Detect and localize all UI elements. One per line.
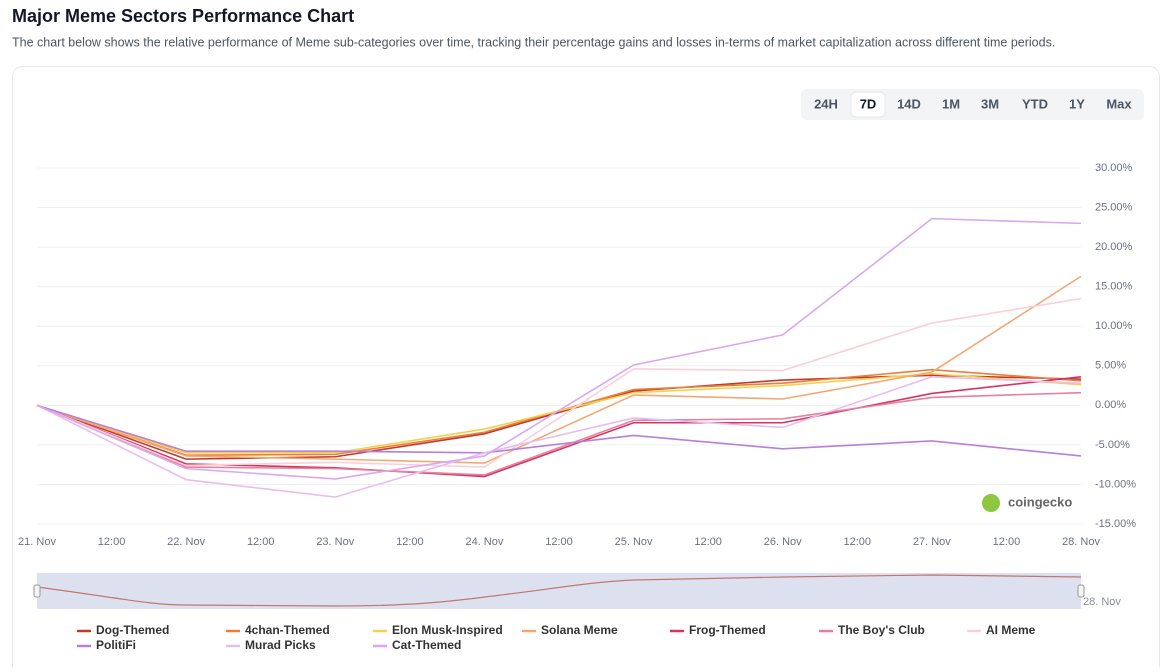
card bbox=[12, 66, 1160, 672]
range-button[interactable]: Max bbox=[1106, 96, 1132, 111]
y-tick-label: 25.00% bbox=[1095, 201, 1133, 213]
navigator-handle[interactable] bbox=[1077, 584, 1085, 598]
x-tick-label: 27. Nov bbox=[913, 536, 951, 548]
x-tick-label: 12:00 bbox=[993, 536, 1021, 548]
series-line bbox=[36, 404, 1082, 457]
legend-label[interactable]: 4chan-Themed bbox=[245, 623, 330, 637]
x-tick-label: 28. Nov bbox=[1062, 536, 1100, 548]
range-button[interactable]: 3M bbox=[981, 96, 999, 111]
x-tick-label: 26. Nov bbox=[764, 536, 802, 548]
x-tick-label: 25. Nov bbox=[615, 536, 653, 548]
x-tick-label: 23. Nov bbox=[316, 536, 354, 548]
navigator-line bbox=[36, 574, 1082, 607]
page-subtitle: The chart below shows the relative perfo… bbox=[12, 35, 1055, 49]
range-button[interactable]: 1M bbox=[942, 96, 960, 111]
range-button-active bbox=[850, 91, 886, 118]
x-tick-label: 22. Nov bbox=[167, 536, 205, 548]
legend-label[interactable]: Cat-Themed bbox=[392, 638, 461, 652]
series-line bbox=[36, 217, 1082, 480]
x-tick-label: 12:00 bbox=[545, 536, 573, 548]
y-tick-label: 20.00% bbox=[1095, 241, 1133, 253]
y-tick-label: 10.00% bbox=[1095, 320, 1133, 332]
series-line bbox=[36, 297, 1082, 468]
series-line bbox=[36, 391, 1082, 476]
x-tick-label: 12:00 bbox=[98, 536, 126, 548]
navigator bbox=[37, 573, 1081, 609]
x-tick-label: 21. Nov bbox=[18, 536, 56, 548]
legend-label[interactable]: PolitiFi bbox=[96, 638, 136, 652]
x-tick-label: 12:00 bbox=[247, 536, 275, 548]
range-button[interactable]: 1Y bbox=[1069, 96, 1085, 111]
series-line bbox=[36, 275, 1082, 464]
y-tick-label: 5.00% bbox=[1095, 360, 1126, 372]
x-tick-label: 24. Nov bbox=[465, 536, 503, 548]
watermark-logo bbox=[982, 494, 1000, 512]
range-button[interactable]: YTD bbox=[1022, 96, 1048, 111]
navigator-handle[interactable] bbox=[33, 584, 41, 598]
y-tick-label: -5.00% bbox=[1095, 439, 1130, 451]
page-title: Major Meme Sectors Performance Chart bbox=[12, 6, 354, 26]
legend-label[interactable]: Elon Musk-Inspired bbox=[392, 623, 503, 637]
y-tick-label: -15.00% bbox=[1095, 518, 1136, 530]
range-selector bbox=[801, 89, 1144, 120]
range-button[interactable]: 14D bbox=[897, 96, 921, 111]
legend-label[interactable]: Murad Picks bbox=[245, 638, 316, 652]
x-tick-label: 12:00 bbox=[844, 536, 872, 548]
range-button[interactable]: 24H bbox=[814, 96, 838, 111]
y-tick-label: -10.00% bbox=[1095, 478, 1136, 490]
range-button[interactable]: 7D bbox=[860, 96, 877, 111]
x-tick-label: 12:00 bbox=[694, 536, 722, 548]
y-tick-label: 0.00% bbox=[1095, 399, 1126, 411]
legend-label[interactable]: Dog-Themed bbox=[96, 623, 169, 637]
y-tick-label: 30.00% bbox=[1095, 162, 1133, 174]
y-tick-label: 15.00% bbox=[1095, 281, 1133, 293]
watermark: coingecko bbox=[1008, 494, 1072, 509]
legend-label[interactable]: Solana Meme bbox=[541, 623, 618, 637]
legend-label[interactable]: Frog-Themed bbox=[689, 623, 766, 637]
navigator-label: 28. Nov bbox=[1083, 596, 1121, 608]
legend-label[interactable]: The Boy's Club bbox=[838, 623, 925, 637]
series-line bbox=[36, 376, 1082, 498]
x-tick-label: 12:00 bbox=[396, 536, 424, 548]
legend-label[interactable]: AI Meme bbox=[986, 623, 1036, 637]
